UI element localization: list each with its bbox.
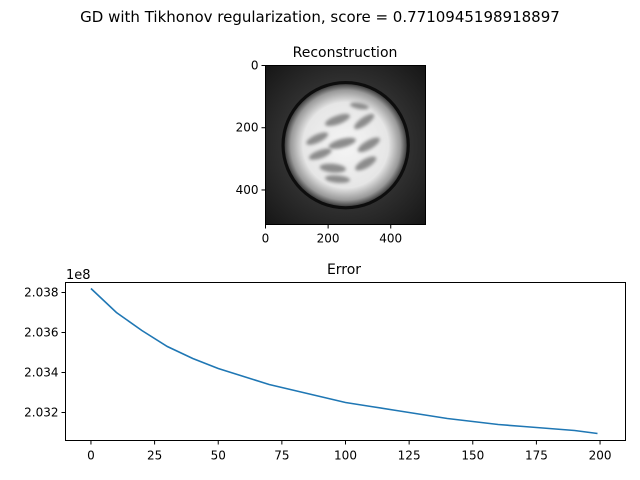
error-frame [65,282,626,441]
error-y-tick-label: 2.038 [24,286,58,300]
error-line-0 [90,287,598,435]
error-x-tick-label: 50 [211,449,226,463]
reconstruction-x-ticks: 0 200 400 [262,224,402,246]
image-y-tick-label: 400 [236,183,259,197]
image-blob-3 [306,132,329,145]
image-blob-5 [357,137,380,153]
image-y-tick-label: 200 [236,121,259,135]
reconstruction-image [265,65,426,225]
image-blob-1 [354,113,375,130]
error-x-tick-label: 75 [274,449,289,463]
reconstruction-frame [265,65,426,225]
image-x-tick-label: 400 [379,232,402,246]
error-x-tick-label: 100 [334,449,357,463]
error-y-ticks: 2.032 2.034 2.036 2.038 [24,286,66,420]
image-blob-7 [319,163,346,173]
error-x-tick-label: 200 [589,449,612,463]
image-blob-8 [355,156,377,171]
error-y-tick-label: 2.034 [24,366,58,380]
figure-suptitle: GD with Tikhonov regularization, score =… [80,8,560,26]
error-series [90,287,598,435]
error-x-ticks: 0 25 50 75 100 125 150 175 200 [87,440,612,463]
image-blob-9 [325,175,350,183]
image-blob-6 [309,148,332,160]
image-x-tick-label: 0 [262,232,270,246]
error-y-tick-label: 2.036 [24,326,58,340]
image-blob-0 [325,113,350,127]
reconstruction-title: Reconstruction [293,45,398,61]
reconstruction-axes: Reconstruction 0 200 400 0 200 400 [236,45,426,246]
error-x-tick-label: 150 [461,449,484,463]
image-blob-4 [328,137,356,149]
error-x-tick-label: 175 [525,449,548,463]
error-x-tick-label: 0 [87,449,95,463]
error-offset-text: 1e8 [66,268,91,283]
image-x-tick-label: 200 [317,232,340,246]
image-blob-2 [350,102,369,110]
reconstruction-y-ticks: 0 200 400 [236,59,266,197]
error-x-tick-label: 125 [398,449,421,463]
error-axes: Error 1e8 0 25 50 75 100 125 150 175 200 2.0322.… [24,262,626,463]
error-x-tick-label: 25 [147,449,162,463]
error-y-tick-label: 2.032 [24,406,58,420]
image-y-tick-label: 0 [251,59,259,73]
error-title: Error [327,262,361,278]
